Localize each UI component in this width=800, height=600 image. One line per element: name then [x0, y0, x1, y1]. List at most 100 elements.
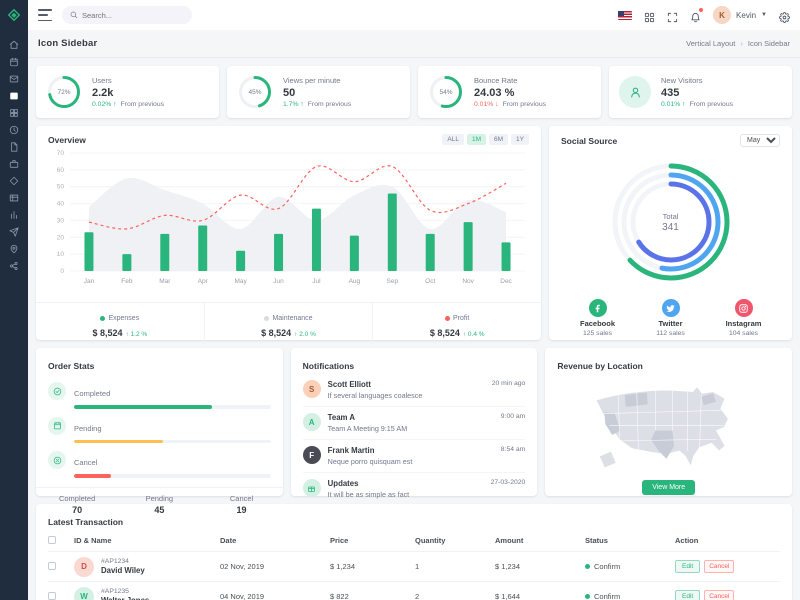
network-name: Twitter: [658, 319, 683, 328]
language-flag-us[interactable]: [618, 10, 633, 20]
notification-name: Frank Martin: [327, 446, 375, 455]
overview-title: Overview: [48, 134, 86, 145]
order-row-completed: Completed: [48, 382, 271, 409]
transactions-title: Latest Transaction: [48, 517, 124, 527]
breadcrumb-parent-link[interactable]: Vertical Layout: [686, 39, 736, 48]
grid-icon: [10, 108, 18, 117]
brand-diamond-icon: [7, 8, 21, 22]
instagram-icon-button[interactable]: [734, 299, 753, 317]
cancel-button[interactable]: Cancel: [704, 560, 735, 573]
menu-toggle-icon[interactable]: [38, 9, 52, 21]
transaction-amount: $ 1,234: [495, 562, 521, 571]
social-source-title: Social Source: [561, 135, 618, 146]
user-name: Kevin: [736, 10, 757, 20]
table-row: D #AP1234 David Wiley 02 Nov, 2019 $ 1,234 1 $…: [48, 552, 780, 582]
range-button-6m[interactable]: 6M: [489, 134, 509, 145]
view-more-button[interactable]: View More: [642, 480, 696, 495]
range-button-1m[interactable]: 1M: [466, 134, 487, 145]
social-source-card: Social Source May Total 341 Facebook 125 …: [549, 126, 792, 340]
notification-item[interactable]: A Team A Team A Meeting 9:15 AM 9:00 am: [302, 407, 526, 440]
sidebar-items: [4, 36, 24, 274]
notifications-title: Notifications: [302, 361, 355, 371]
sidebar-item-share[interactable]: [4, 257, 24, 274]
share-icon: [10, 261, 18, 270]
progress-bar-completed: [74, 405, 212, 409]
home-icon: [9, 40, 19, 49]
sidebar-item-file[interactable]: [4, 138, 24, 155]
chart-legend: Expenses $ 8,524 ↑ 1.2 % Maintenance $ 8,524…: [36, 302, 541, 344]
sidebar-item-grid[interactable]: [4, 104, 24, 121]
stat-donut-chart: 45%: [237, 74, 273, 110]
stat-donut-chart: 54%: [428, 74, 464, 110]
notification-item[interactable]: F Frank Martin Neque porro quisquam est 8:5…: [302, 440, 526, 473]
transaction-name: David Wiley: [101, 566, 145, 575]
notification-item[interactable]: Updates It will be as simple as fact 27-03…: [302, 473, 525, 505]
transaction-id: #AP1235: [101, 588, 129, 595]
row-checkbox[interactable]: [48, 591, 56, 600]
transaction-price: $ 1,234: [330, 562, 356, 571]
sidebar-item-tag[interactable]: [4, 172, 24, 189]
stat-delta: 0.01% ↑: [661, 101, 686, 108]
send-icon: [9, 226, 19, 237]
network-name: Facebook: [579, 319, 615, 328]
stat-card-users: 72% Users 2.2k 0.02% ↑ From previous: [36, 66, 219, 118]
facebook-icon: [595, 304, 600, 312]
sidebar-item-table[interactable]: [4, 189, 24, 206]
bar-chart-icon: [11, 210, 17, 219]
stat-delta-note: From previous: [120, 101, 164, 108]
status-dot: [585, 594, 590, 599]
notification-name: Scott Elliott: [327, 380, 371, 389]
sidebar-item-map-pin[interactable]: [4, 240, 24, 257]
edit-button[interactable]: Edit: [675, 560, 701, 573]
settings-gear-icon[interactable]: [779, 10, 790, 23]
table-header-row: ID & Name Date Price Quantity Amount Status Ac…: [48, 530, 780, 552]
range-button-1y[interactable]: 1Y: [511, 134, 529, 145]
fullscreen-icon[interactable]: [667, 10, 678, 22]
brand-logo[interactable]: [0, 0, 28, 30]
facebook-icon-button[interactable]: [588, 299, 607, 317]
select-all-checkbox[interactable]: [48, 535, 56, 544]
stat-percent: 72%: [57, 88, 71, 96]
top-header: K Kevin ▼: [28, 0, 800, 30]
avatar: W: [74, 586, 94, 600]
stat-delta-note: From previous: [307, 101, 352, 108]
briefcase-icon: [9, 159, 19, 168]
svg-text:20: 20: [57, 234, 65, 241]
stat-label: Views per minute: [283, 76, 341, 85]
sidebar-item-calendar[interactable]: [4, 53, 24, 70]
sidebar-item-home[interactable]: [4, 36, 24, 53]
month-select[interactable]: May: [740, 134, 780, 147]
sidebar-item-image[interactable]: [4, 87, 24, 104]
apps-grid-icon[interactable]: [644, 10, 655, 22]
row-checkbox[interactable]: [48, 561, 56, 570]
order-row-cancel: Cancel: [48, 451, 271, 478]
sidebar-item-send[interactable]: [4, 223, 24, 240]
search-input[interactable]: [82, 10, 182, 20]
edit-button[interactable]: Edit: [675, 590, 701, 600]
sidebar-item-briefcase[interactable]: [4, 155, 24, 172]
user-menu[interactable]: K Kevin ▼: [713, 6, 767, 24]
notification-time: 8:54 am: [500, 446, 526, 453]
transaction-quantity: 1: [415, 562, 420, 571]
svg-text:Aug: Aug: [349, 278, 361, 285]
main-column: K Kevin ▼ Icon Sidebar Vertical Layout ›…: [28, 0, 800, 600]
sidebar-item-clock[interactable]: [4, 121, 24, 138]
twitter-icon-button[interactable]: [661, 299, 680, 317]
notifications-bell-icon[interactable]: [690, 7, 704, 22]
search-icon: [70, 11, 78, 19]
check-circle-icon: [48, 382, 66, 400]
user-avatar: K: [713, 6, 732, 24]
cancel-button[interactable]: Cancel: [704, 590, 735, 600]
search-box[interactable]: [62, 6, 192, 24]
svg-text:60: 60: [57, 167, 65, 174]
svg-text:Jun: Jun: [273, 278, 284, 285]
sidebar-item-mail[interactable]: [4, 70, 24, 87]
sidebar-item-bar-chart[interactable]: [4, 206, 24, 223]
svg-text:30: 30: [57, 217, 65, 224]
network-sales: 125 sales: [582, 330, 613, 337]
clock-icon: [9, 125, 19, 134]
notification-item[interactable]: S Scott Elliott If several languages coale…: [302, 374, 526, 407]
transaction-date: 04 Nov, 2019: [220, 592, 265, 600]
range-button-all[interactable]: ALL: [442, 134, 464, 145]
